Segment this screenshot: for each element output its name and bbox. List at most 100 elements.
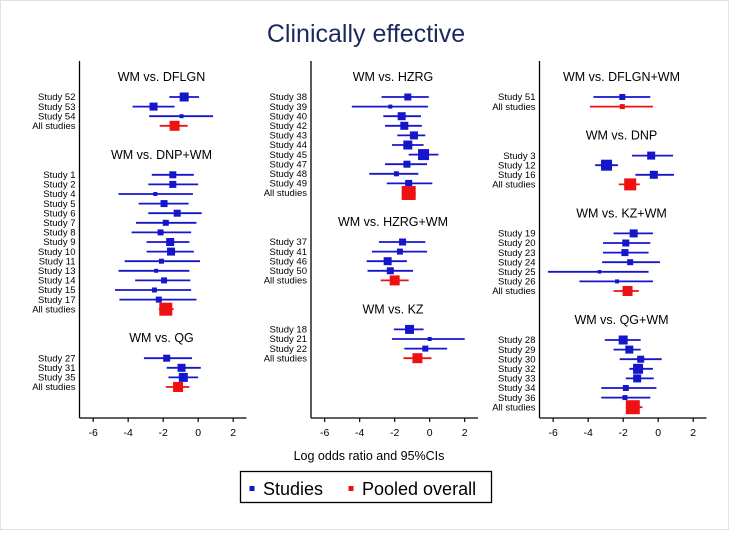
x-tick-label: 0 [655,427,661,439]
study-label: Study 13 [38,266,76,277]
study-label: Study 25 [498,267,536,278]
study-marker [409,131,418,140]
pooled-marker [389,275,400,286]
study-row: Study 50 [270,266,414,277]
study-row: Study 10 [38,247,194,258]
x-tick-label: -6 [320,427,329,439]
study-row: Study 22 [270,344,448,355]
study-label: Study 50 [270,266,308,277]
group-header: WM vs. QG [129,331,194,345]
study-label: All studies [32,382,76,393]
x-tick-label: -4 [583,427,592,439]
study-marker [154,268,159,273]
x-tick-label: -4 [123,427,132,439]
study-row: Study 54 [38,111,214,122]
study-row: Study 21 [270,334,465,345]
study-marker [162,219,169,226]
study-label: All studies [32,121,76,132]
x-tick-label: 2 [230,427,236,439]
study-label: All studies [32,304,76,315]
study-marker [153,192,158,196]
study-row: Study 29 [498,345,641,356]
pooled-row: All studies [492,178,640,191]
group-header: WM vs. HZRG [353,70,434,84]
pooled-marker [159,302,173,316]
study-label: Study 53 [38,102,76,113]
study-row: Study 9 [43,237,190,248]
x-tick-label: -6 [548,427,557,439]
study-marker [161,277,168,284]
study-label: Study 38 [270,92,308,103]
study-row: Study 33 [498,374,654,385]
study-label: Study 11 [39,256,76,267]
study-row: Study 48 [270,169,419,180]
study-label: Study 6 [43,208,75,219]
study-row: Study 11 [39,256,200,267]
study-row: Study 3 [503,151,674,162]
pooled-row: All studies [264,353,432,364]
study-row: Study 30 [498,354,662,365]
study-label: Study 12 [498,160,536,171]
group-header: WM vs. DNP+WM [111,148,212,162]
study-row: Study 27 [38,353,193,364]
study-label: Study 23 [498,248,536,259]
legend-studies-label: Studies [263,479,323,499]
study-row: Study 13 [38,266,190,277]
study-marker [166,238,175,246]
study-marker [629,229,638,238]
x-tick-label: 0 [195,427,201,439]
study-row: Study 52 [38,92,200,103]
group-header: WM vs. DFLGN [118,70,206,84]
pooled-marker [412,353,423,364]
study-row: Study 20 [498,238,651,249]
study-row: Study 4 [43,189,193,200]
study-marker [396,248,403,255]
study-label: Study 2 [43,180,75,191]
pooled-marker [622,286,633,296]
study-row: Study 15 [38,285,192,296]
study-label: Study 26 [498,277,536,288]
study-marker [601,159,613,171]
study-marker [155,296,162,303]
study-label: Study 29 [498,345,536,356]
study-row: Study 43 [270,131,426,142]
study-marker [388,104,393,109]
group-header: WM vs. DFLGN+WM [563,70,680,84]
study-marker [633,374,642,383]
study-row: Study 41 [270,247,428,258]
pooled-marker [624,178,637,191]
study-label: All studies [264,188,308,199]
study-row: Study 12 [498,159,618,171]
study-label: Study 28 [498,335,536,346]
study-marker [400,121,409,130]
study-row: Study 23 [498,248,649,259]
x-tick-label: -2 [390,427,399,439]
study-label: Study 16 [498,170,536,181]
study-label: Study 45 [270,150,308,161]
study-marker [160,200,168,208]
legend-box [239,470,493,504]
study-marker [386,267,394,275]
pooled-row: All studies [492,102,653,113]
study-row: Study 34 [498,383,657,394]
pooled-row: All studies [32,120,188,132]
study-marker [633,363,644,374]
study-row: Study 25 [498,267,649,278]
study-label: Study 21 [270,334,308,345]
x-tick-label: -6 [88,427,97,439]
study-label: Study 8 [43,228,75,239]
study-label: All studies [492,402,536,413]
study-label: Study 52 [38,92,76,103]
study-marker [403,160,411,168]
study-label: Study 37 [270,237,308,248]
study-marker [621,249,629,257]
study-marker [422,345,429,352]
study-marker [405,324,415,334]
pooled-row: All studies [492,286,639,297]
study-row: Study 17 [38,295,197,306]
pooled-marker [619,104,625,110]
study-label: Study 18 [270,325,308,336]
legend: Studies Pooled overall [239,470,493,504]
